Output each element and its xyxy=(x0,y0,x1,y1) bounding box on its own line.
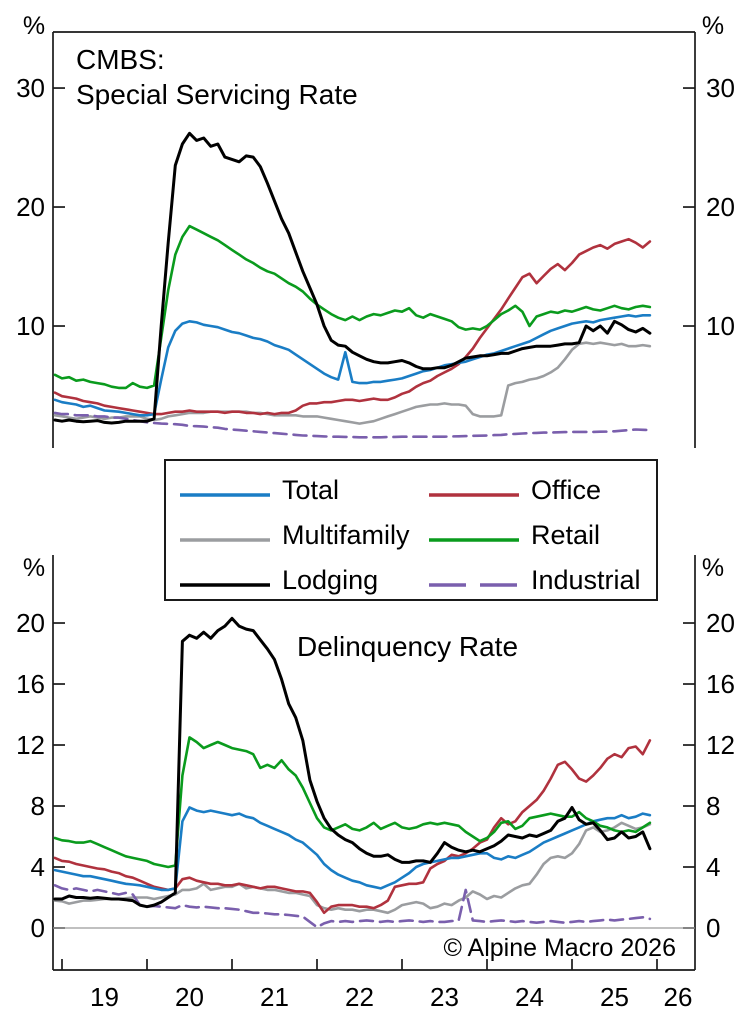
legend-line-glyph xyxy=(429,538,519,542)
y-tick-label-right: 30 xyxy=(706,73,735,103)
industrial-line-swatch xyxy=(429,576,519,587)
series-line-office xyxy=(53,739,652,915)
retail-line-swatch xyxy=(429,531,519,542)
lodging-line-swatch xyxy=(180,576,270,587)
x-tick-label: 21 xyxy=(260,982,289,1012)
multifamily-line-swatch xyxy=(180,531,270,542)
y-tick-label-right: 8 xyxy=(706,791,720,821)
series-line-total xyxy=(53,806,652,892)
x-tick-label: 20 xyxy=(175,982,204,1012)
y-tick-label-right: 20 xyxy=(706,192,735,222)
x-tick-label: 24 xyxy=(515,982,544,1012)
percent-label: % xyxy=(702,554,724,582)
legend-line-glyph xyxy=(180,583,270,587)
y-tick-label-left: 30 xyxy=(16,73,45,103)
legend-line-glyph xyxy=(180,493,270,497)
y-tick-label-left: 4 xyxy=(31,852,45,882)
y-tick-label-right: 12 xyxy=(706,730,735,760)
x-tick-label: 26 xyxy=(664,982,693,1012)
y-tick-label-left: 12 xyxy=(16,730,45,760)
y-tick-label-left: 16 xyxy=(16,669,45,699)
y-tick-label-left: 10 xyxy=(16,311,45,341)
delinquency-title: Delinquency Rate xyxy=(297,631,519,662)
percent-label: % xyxy=(702,12,724,40)
x-tick-label: 23 xyxy=(430,982,459,1012)
y-tick-label-right: 4 xyxy=(706,852,720,882)
legend-label-multifamily: Multifamily xyxy=(282,519,410,550)
office-line-swatch xyxy=(429,486,519,497)
series-line-multifamily xyxy=(53,821,652,915)
legend-item-industrial: Industrial xyxy=(429,564,641,596)
y-tick-label-left: 20 xyxy=(16,192,45,222)
chart-title-line1: CMBS: xyxy=(76,44,165,75)
legend-label-industrial: Industrial xyxy=(531,564,641,595)
legend-line-glyph xyxy=(429,493,519,497)
y-tick-label-right: 0 xyxy=(706,913,720,943)
y-tick-label-right: 16 xyxy=(706,669,735,699)
x-tick-label: 22 xyxy=(345,982,374,1012)
y-tick-label-left: 0 xyxy=(31,913,45,943)
chart-title-line2: Special Servicing Rate xyxy=(76,79,358,110)
legend: Total Multifamily Lodging Office Retail … xyxy=(164,459,658,601)
percent-label: % xyxy=(23,12,45,40)
series-line-lodging xyxy=(53,131,652,425)
series-line-retail xyxy=(53,224,652,390)
series-line-retail xyxy=(53,736,652,869)
chart-title: CMBS: Special Servicing Rate xyxy=(76,42,358,112)
legend-label-office: Office xyxy=(531,474,602,505)
legend-line-glyph xyxy=(180,538,270,542)
series-line-industrial xyxy=(53,411,652,439)
legend-item-total: Total xyxy=(180,474,339,506)
legend-item-lodging: Lodging xyxy=(180,564,378,596)
delinquency-chart: 0 0 4 4 8 8 12 12 16 16 20 20% % 19 20 21 22 23 24 25 26 xyxy=(16,554,735,1012)
series-line-lodging xyxy=(53,616,652,909)
legend-item-office: Office xyxy=(429,474,601,506)
total-line-swatch xyxy=(180,486,270,497)
legend-item-multifamily: Multifamily xyxy=(180,519,410,551)
x-tick-label: 25 xyxy=(600,982,629,1012)
special-servicing-chart: 10 10 20 20 30 30%% xyxy=(16,12,735,448)
y-tick-label-right: 20 xyxy=(706,608,735,638)
legend-line-glyph xyxy=(429,583,519,587)
y-tick-label-right: 10 xyxy=(706,311,735,341)
percent-label: % xyxy=(23,554,45,582)
y-tick-label-left: 20 xyxy=(16,608,45,638)
legend-label-retail: Retail xyxy=(531,519,601,550)
y-tick-label-left: 8 xyxy=(31,791,45,821)
legend-item-retail: Retail xyxy=(429,519,600,551)
copyright: © Alpine Macro 2026 xyxy=(443,934,676,962)
legend-label-total: Total xyxy=(282,474,340,505)
x-tick-label: 19 xyxy=(90,982,119,1012)
legend-label-lodging: Lodging xyxy=(282,564,379,595)
